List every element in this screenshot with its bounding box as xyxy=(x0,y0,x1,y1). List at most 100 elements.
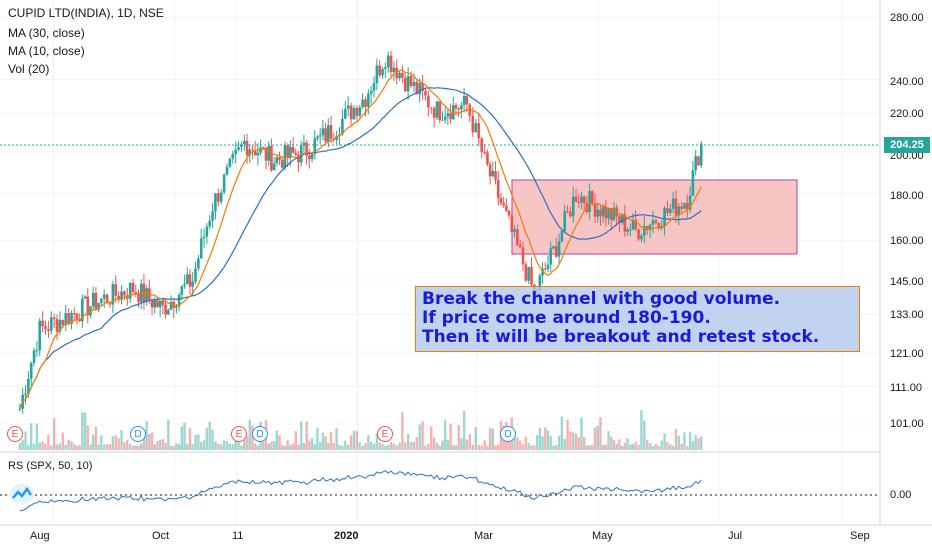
volume-bar xyxy=(208,421,211,450)
volume-bar xyxy=(324,436,327,450)
volume-bar xyxy=(78,444,81,450)
annotation-note[interactable]: Break the channel with good volume. If p… xyxy=(415,286,860,352)
candle-body xyxy=(607,208,610,219)
volume-bar xyxy=(335,428,338,450)
candle-body xyxy=(418,83,421,95)
volume-bar xyxy=(41,441,44,450)
earnings-marker[interactable]: E xyxy=(7,426,23,442)
volume-bar xyxy=(677,435,681,450)
candle-body xyxy=(657,222,661,229)
volume-bar xyxy=(497,444,500,450)
volume-bar xyxy=(527,442,530,450)
candle-body xyxy=(494,171,497,180)
volume-bar xyxy=(555,445,558,450)
volume-bar xyxy=(294,431,298,450)
volume-bar xyxy=(24,431,27,450)
volume-bar xyxy=(262,441,265,450)
volume-bar xyxy=(680,443,683,450)
volume-bar xyxy=(256,445,260,450)
y-tick-label: 240.00 xyxy=(890,76,924,88)
volume-bar xyxy=(585,445,589,450)
tradingview-logo-icon[interactable] xyxy=(10,484,34,504)
candle-body xyxy=(683,202,686,209)
volume-bar xyxy=(205,427,209,450)
dividend-marker[interactable]: D xyxy=(252,426,268,442)
candle-body xyxy=(52,317,56,319)
candle-body xyxy=(538,275,542,291)
candle-body xyxy=(164,304,167,315)
volume-bar xyxy=(341,445,344,450)
candle-body xyxy=(443,116,447,120)
y-tick-label: 220.00 xyxy=(890,108,924,120)
volume-bar xyxy=(131,445,135,450)
candle-body xyxy=(61,319,65,325)
volume-bar xyxy=(477,444,480,450)
volume-bar xyxy=(349,435,353,450)
volume-bar xyxy=(398,442,401,450)
candle-body xyxy=(449,113,452,120)
candle-body xyxy=(278,157,281,160)
candle-body xyxy=(527,266,530,281)
volume-bar xyxy=(549,436,552,450)
volume-bar xyxy=(601,444,605,450)
volume-bar xyxy=(593,427,597,450)
volume-bar xyxy=(245,436,249,450)
volume-bar xyxy=(114,435,117,450)
y-tick-label: 280.00 xyxy=(890,12,924,24)
candle-body xyxy=(55,318,59,332)
candle-body xyxy=(272,163,276,171)
volume-bar xyxy=(248,419,251,450)
x-tick-label: Oct xyxy=(152,530,170,542)
candle-body xyxy=(137,293,140,303)
volume-bar xyxy=(574,433,578,450)
volume-bar xyxy=(217,443,220,450)
volume-bar xyxy=(188,428,192,450)
candle-body xyxy=(72,312,76,314)
volume-bar xyxy=(102,444,106,450)
volume-bar xyxy=(427,444,430,450)
dividend-marker[interactable]: D xyxy=(130,426,146,442)
volume-bar xyxy=(321,432,325,450)
volume-bar xyxy=(267,443,270,450)
volume-bar xyxy=(700,436,703,450)
volume-bar xyxy=(518,440,522,450)
candle-body xyxy=(427,95,430,108)
candle-body xyxy=(70,312,73,325)
volume-bar xyxy=(94,426,98,450)
candle-body xyxy=(150,299,154,308)
volume-bars xyxy=(18,410,703,450)
volume-bar xyxy=(666,441,669,450)
y-tick-label: 180.00 xyxy=(890,190,924,202)
volume-bar xyxy=(18,442,22,450)
volume-bar xyxy=(546,430,550,450)
legend-ma30: MA (30, close) xyxy=(8,26,85,40)
candle-body xyxy=(471,115,475,133)
candle-body xyxy=(612,207,616,221)
candle-body xyxy=(24,393,27,395)
candle-body xyxy=(240,144,243,148)
candle-body xyxy=(369,90,373,94)
candle-body xyxy=(623,214,627,232)
dividend-marker[interactable]: D xyxy=(500,426,516,442)
earnings-marker[interactable]: E xyxy=(377,426,393,442)
candle-body xyxy=(372,83,376,91)
volume-bar xyxy=(142,437,146,450)
volume-bar xyxy=(243,439,246,450)
volume-bar xyxy=(272,440,276,450)
candle-body xyxy=(637,229,640,240)
volume-bar xyxy=(544,427,547,450)
candle-body xyxy=(386,55,390,68)
candle-body xyxy=(251,149,254,151)
candle-body xyxy=(102,294,106,299)
candle-body xyxy=(91,292,95,307)
earnings-marker[interactable]: E xyxy=(231,426,247,442)
volume-bar xyxy=(533,445,536,450)
volume-bar xyxy=(560,416,564,450)
candle-body xyxy=(131,282,135,292)
candle-body xyxy=(398,72,401,79)
candle-body xyxy=(666,207,669,214)
volume-bar xyxy=(70,441,73,450)
candle-body xyxy=(41,320,44,327)
volume-bar xyxy=(222,440,226,450)
